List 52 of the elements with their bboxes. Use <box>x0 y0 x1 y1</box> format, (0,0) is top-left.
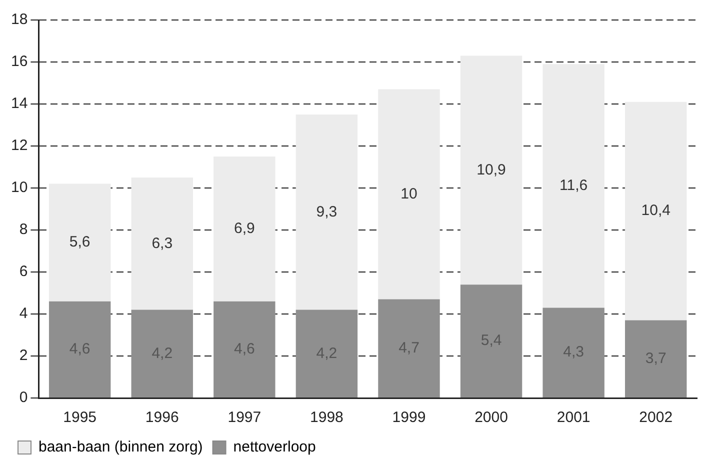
data-label: 6,3 <box>152 234 173 252</box>
data-label: 4,2 <box>316 344 338 362</box>
y-tick-label: 2 <box>19 347 28 364</box>
data-label: 10 <box>400 185 418 202</box>
x-tick-label: 2002 <box>639 409 673 426</box>
y-tick-label: 0 <box>19 389 28 406</box>
y-tick-label: 14 <box>10 95 28 112</box>
data-label: 5,6 <box>69 234 90 251</box>
data-label: 4,3 <box>563 344 584 361</box>
bar <box>542 308 604 398</box>
x-tick-label: 2001 <box>556 409 590 426</box>
data-label: 10,4 <box>641 202 670 220</box>
legend-label: nettoverloop <box>233 438 316 456</box>
data-label: 5,4 <box>480 332 502 350</box>
bar <box>214 301 276 398</box>
data-label: 6,9 <box>234 220 255 238</box>
x-tick-label: 1997 <box>228 409 262 426</box>
data-label: 10,9 <box>476 161 506 178</box>
x-tick-label: 1995 <box>63 409 97 426</box>
bar <box>460 56 522 285</box>
bar <box>131 178 193 310</box>
data-label: 4,6 <box>69 340 90 358</box>
bar <box>214 156 276 302</box>
data-label: 4,2 <box>152 344 173 362</box>
data-label: 9,3 <box>316 203 338 220</box>
x-tick-label: 1996 <box>145 409 179 426</box>
bar <box>48 301 111 398</box>
y-tick-label: 12 <box>10 137 28 154</box>
bar <box>624 320 687 398</box>
y-tick-label: 10 <box>10 179 28 196</box>
x-tick-label: 1999 <box>392 409 426 426</box>
bar <box>460 284 522 398</box>
y-tick-label: 8 <box>19 221 28 238</box>
bar <box>131 310 193 398</box>
data-label: 3,7 <box>645 350 666 368</box>
bar <box>296 114 358 310</box>
bar <box>378 89 440 300</box>
legend-label: baan-baan (binnen zorg) <box>38 438 203 456</box>
bar <box>542 64 604 308</box>
bar <box>624 102 687 320</box>
y-tick-label: 18 <box>10 11 28 28</box>
x-tick-label: 2000 <box>474 409 508 426</box>
y-tick-label: 16 <box>10 53 28 70</box>
data-label: 4,7 <box>398 340 420 357</box>
data-label: 11,6 <box>560 177 588 194</box>
x-tick-label: 1998 <box>310 409 344 426</box>
y-tick-label: 6 <box>19 263 28 280</box>
data-label: 4,6 <box>234 340 255 358</box>
bar <box>378 299 440 398</box>
bar <box>296 310 358 398</box>
y-tick-label: 4 <box>19 305 28 322</box>
bar <box>48 184 111 302</box>
